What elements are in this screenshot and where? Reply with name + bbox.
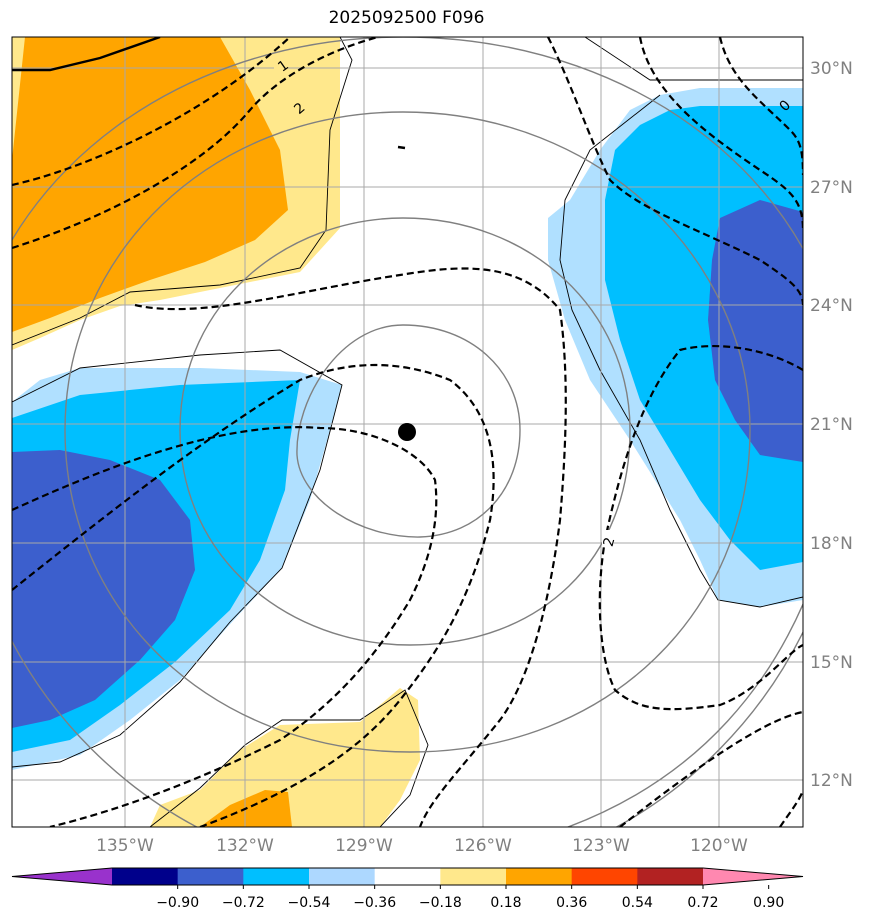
lat-label-21n: 21°N: [810, 415, 853, 435]
lat-label-24n: 24°N: [810, 296, 853, 316]
lat-label-30n: 30°N: [810, 59, 853, 79]
map-frame: [11, 36, 804, 828]
lat-label-18n: 18°N: [810, 534, 853, 554]
solid-contour: [12, 37, 161, 72]
map-title: 2025092500 F096: [328, 8, 485, 28]
colorbar-extend-max: [703, 868, 803, 885]
lat-label-12n: 12°N: [810, 771, 853, 791]
colorbar-tick-label: 0.90: [753, 895, 784, 911]
colorbar-swatch: [112, 868, 179, 885]
colorbar-outline: [11, 867, 804, 886]
colorbar-tick-label: −0.36: [353, 895, 396, 911]
lat-label-27n: 27°N: [810, 178, 853, 198]
colorbar-swatch: [177, 868, 244, 885]
colorbar-tick-label: 0.54: [622, 895, 653, 911]
shading-negative-west: [12, 368, 342, 770]
contour-label-2-east: 2: [601, 536, 619, 549]
colorbar-swatch: [506, 868, 573, 885]
lat-label-15n: 15°N: [810, 653, 853, 673]
colorbar-extend-min: [12, 868, 112, 885]
colorbar-swatch: [637, 868, 704, 885]
colorbar-tick-label: −0.72: [222, 895, 265, 911]
colorbar-swatch: [374, 868, 441, 885]
lon-label-126w: 126°W: [454, 836, 512, 856]
colorbar: −0.90 −0.72 −0.54 −0.36 −0.18 0.18 0.36 0.54 0.7…: [11, 867, 804, 911]
lon-label-135w: 135°W: [96, 836, 154, 856]
lon-label-129w: 129°W: [335, 836, 393, 856]
shading-positive-nw: [12, 37, 340, 350]
longitude-labels: 135°W 132°W 129°W 126°W 123°W 120°W: [96, 836, 748, 856]
small-contour-mark: [397, 145, 406, 150]
lon-label-123w: 123°W: [572, 836, 630, 856]
colorbar-tick-label: 0.18: [490, 895, 521, 911]
colorbar-tick-label: 0.72: [687, 895, 718, 911]
shading-outlines: [12, 37, 803, 827]
map-area: 1 2 0 2: [12, 37, 803, 827]
colorbar-tick-label: −0.54: [288, 895, 331, 911]
lon-label-120w: 120°W: [690, 836, 748, 856]
storm-center-marker: [398, 423, 416, 441]
colorbar-tick-label: 0.36: [556, 895, 587, 911]
lon-label-132w: 132°W: [216, 836, 274, 856]
shading-positive-south: [150, 688, 420, 827]
colorbar-tick-label: −0.18: [419, 895, 462, 911]
map-gridlines: [12, 37, 803, 827]
gray-ring-contours: [12, 37, 803, 827]
dashed-contours: [12, 37, 803, 827]
latitude-labels: 30°N 27°N 24°N 21°N 18°N 15°N 12°N: [810, 59, 853, 791]
colorbar-swatch: [571, 868, 638, 885]
colorbar-swatch: [309, 868, 376, 885]
shading-negative-east: [548, 88, 803, 607]
colorbar-swatch: [243, 868, 310, 885]
colorbar-swatch: [440, 868, 507, 885]
colorbar-tick-label: −0.90: [156, 895, 199, 911]
